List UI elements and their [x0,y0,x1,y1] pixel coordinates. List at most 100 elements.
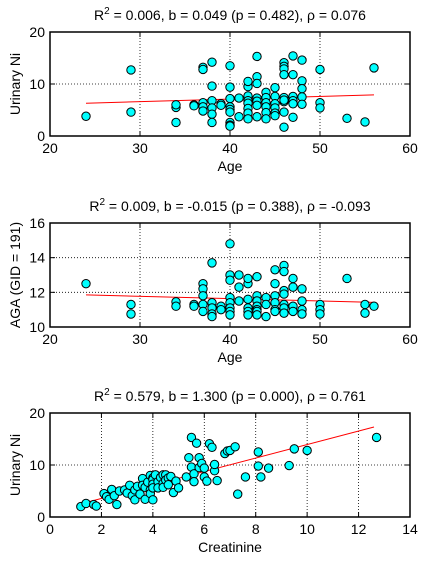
data-point [261,299,271,310]
data-point [288,282,298,292]
data-point [288,51,298,61]
data-point [233,489,243,499]
x-axis-label: Creatinine [198,539,262,555]
data-point [297,55,307,65]
data-point [225,107,235,117]
data-point [198,64,208,75]
data-point [173,483,184,493]
data-point [263,463,274,473]
data-point [279,107,289,117]
y-tick-label: 14 [29,250,45,266]
x-tick-label: 40 [222,331,238,347]
data-point [189,476,199,487]
y-tick-label: 12 [29,284,45,300]
data-point [288,273,298,284]
chart-title-r: R [94,7,104,23]
x-tick-label: 14 [402,521,418,537]
data-point [342,113,352,124]
data-point [284,460,294,471]
x-tick-label: 60 [402,331,418,347]
x-axis-label: Age [218,158,243,174]
data-point [216,304,226,315]
data-point [279,266,289,277]
data-point [202,476,212,486]
data-point [243,273,253,284]
data-point [252,100,262,111]
scatter-panel-age-vs-urinary-ni: 20 30 40 50 60 0 10 20 R2 = 0.006, b = 0.049 (p … [7,6,418,174]
x-tick-label: 30 [132,331,148,347]
data-point [297,296,307,306]
chart-title: R2 = 0.006, b = 0.049 (p = 0.482), ρ = 0… [94,6,366,23]
data-point [225,239,235,249]
x-tick-label: 4 [149,521,157,537]
y-tick-label: 16 [29,215,45,231]
data-point [171,100,181,110]
data-point [243,294,253,304]
data-point [369,63,379,73]
x-tick-label: 20 [42,331,58,347]
data-point [230,442,240,452]
data-point [81,498,91,509]
data-point [342,273,352,284]
data-point [243,76,253,87]
data-point [252,112,262,122]
y-axis-label: AGA (GID = 191) [7,222,23,328]
x-tick-label: 2 [98,521,106,537]
data-point [297,99,307,109]
data-point [234,112,244,122]
data-point [207,442,217,453]
data-point [191,438,202,448]
x-tick-label: 30 [132,140,148,156]
data-point [207,311,217,322]
y-tick-label: 20 [29,405,45,421]
data-point [198,306,208,317]
data-point [261,311,271,322]
data-point [252,310,262,320]
data-point [181,472,191,482]
scatter-panel-age-vs-aga: 20 30 40 50 60 10 12 14 16 R2 = 0.009, b = -0.015… [7,197,418,365]
data-point [261,114,271,124]
data-point [225,310,235,320]
x-tick-label: 20 [42,140,58,156]
data-point [243,114,253,124]
data-point [288,306,298,317]
data-point [360,299,370,310]
y-tick-label: 10 [29,76,45,92]
chart-title-stats: = 0.579, b = 1.300 (p = 0.000), ρ = 0.76… [110,388,366,404]
data-point [212,475,222,486]
data-point [199,463,209,473]
data-point [207,117,217,128]
chart-title-superscript: 2 [104,6,110,17]
data-point [234,270,244,280]
y-axis-label: Urinary Ni [7,434,23,496]
data-point [171,301,181,311]
data-point [225,121,235,131]
data-point [126,299,136,310]
x-axis-label: Age [218,349,243,365]
y-tick-label: 0 [37,128,45,144]
y-tick-label: 10 [29,457,45,473]
data-point [184,453,194,463]
data-point [252,78,262,89]
chart-title-r: R [94,388,104,404]
data-point [270,265,280,275]
data-point [189,301,199,311]
data-point [130,495,140,505]
data-point [198,106,208,116]
data-point [126,65,136,75]
data-point [209,459,220,470]
data-point [171,117,181,128]
data-point [198,291,208,301]
data-point [270,82,280,93]
data-point [207,258,217,268]
x-tick-label: 6 [200,521,208,537]
data-point [297,309,307,319]
data-point [253,461,263,471]
x-tick-label: 60 [402,140,418,156]
data-point [216,100,226,111]
data-point [252,272,262,282]
data-point [279,122,289,132]
y-tick-label: 20 [29,24,45,40]
data-point [148,495,158,505]
